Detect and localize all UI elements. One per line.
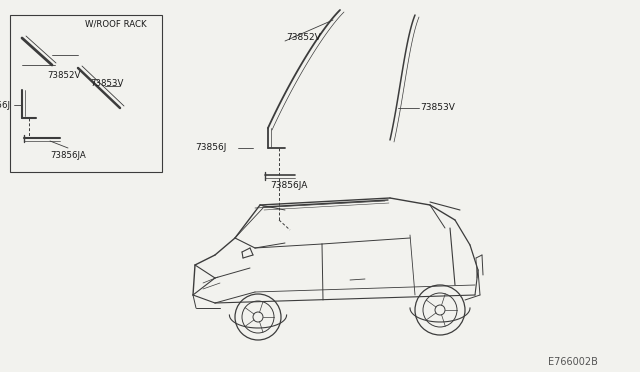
Text: 73856JA: 73856JA (50, 151, 86, 160)
Text: 73852V: 73852V (47, 71, 81, 80)
Text: W/ROOF RACK: W/ROOF RACK (85, 19, 147, 29)
Text: 73856JA: 73856JA (270, 180, 307, 189)
Text: 73856J: 73856J (195, 144, 227, 153)
Text: 73853V: 73853V (90, 78, 124, 87)
Text: E766002B: E766002B (548, 357, 598, 367)
Text: 73853V: 73853V (420, 103, 455, 112)
Text: 73852V: 73852V (286, 33, 321, 42)
Bar (10, 15, 162, 172)
Text: 73856J: 73856J (0, 100, 10, 109)
